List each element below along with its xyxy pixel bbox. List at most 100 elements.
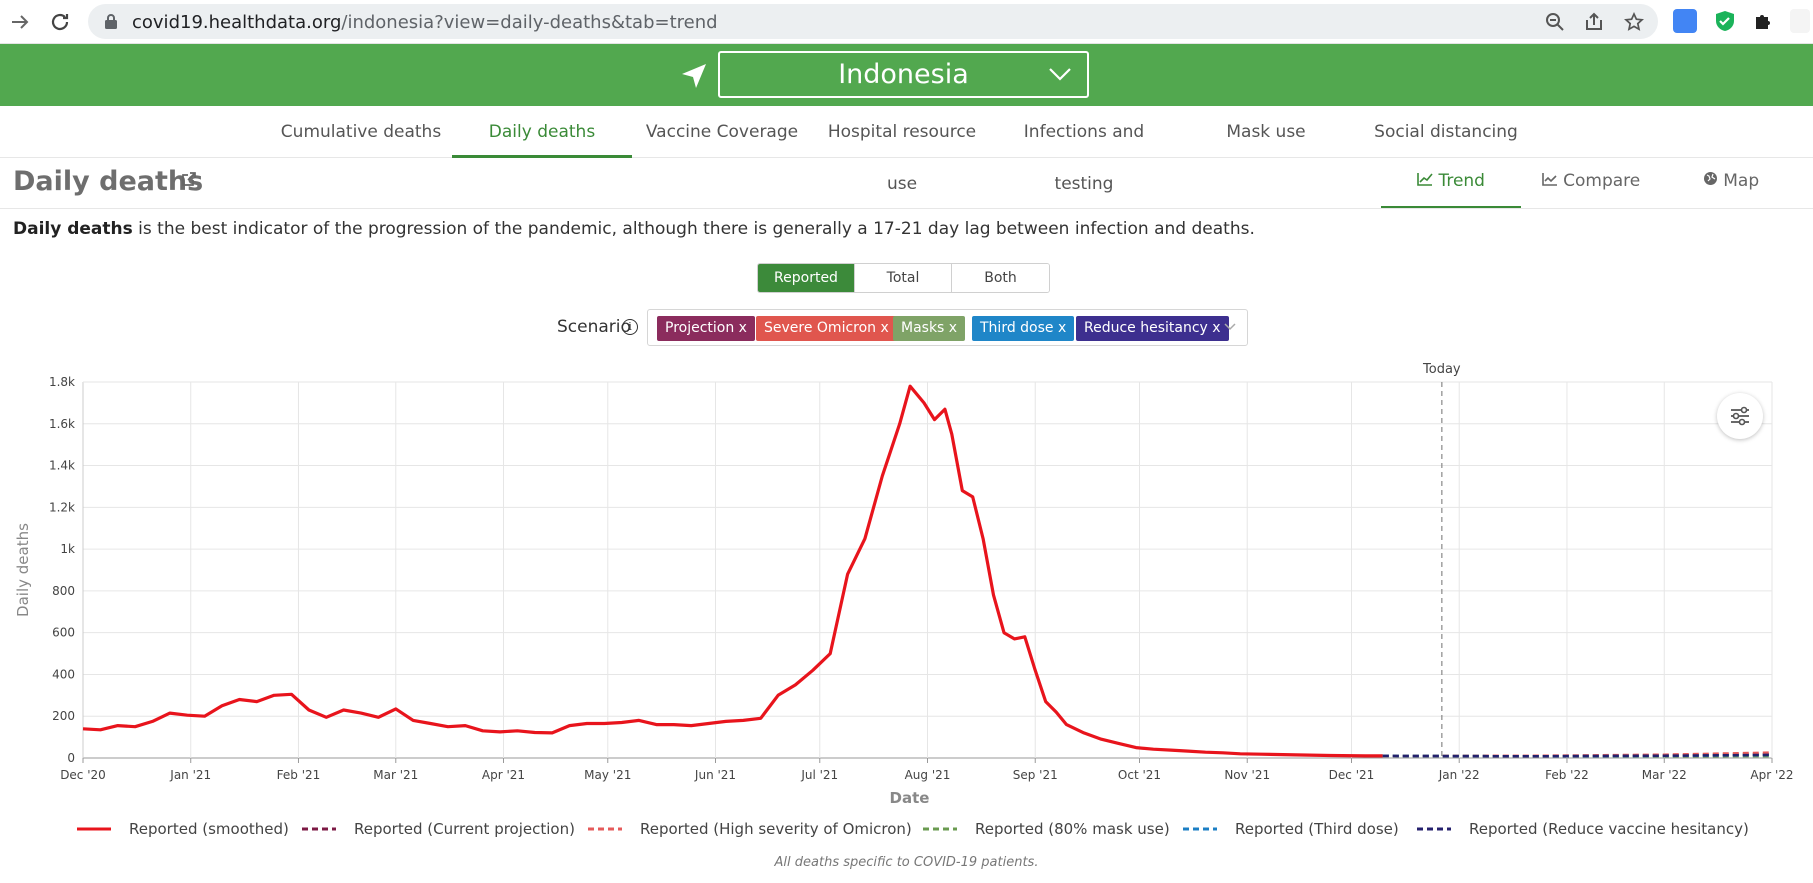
- x-tick-label: Dec '20: [60, 768, 106, 782]
- share-icon[interactable]: [1583, 12, 1605, 32]
- daily-deaths-chart: 0 200 400 600 800 1k 1.2k 1.4k 1.6k 1.8k Dec '20 Ja…: [14, 362, 1794, 838]
- x-tick-label: Aug '21: [905, 768, 951, 782]
- today-label: Today: [1422, 362, 1461, 377]
- line-chart-icon: [1417, 173, 1433, 186]
- y-tick-label: 1.6k: [49, 417, 75, 431]
- y-tick-label: 1.8k: [49, 375, 75, 389]
- view-tab-bar: Trend Compare Map: [1380, 160, 1813, 208]
- y-tick-label: 1.2k: [49, 500, 75, 514]
- x-axis-label: Date: [890, 789, 930, 807]
- tab-social-distancing[interactable]: Social distancing: [1374, 122, 1518, 142]
- tab-mask-use[interactable]: Mask use: [1226, 122, 1306, 142]
- tab-daily-deaths[interactable]: Daily deaths: [452, 106, 632, 158]
- legend-label: Reported (Reduce vaccine hesitancy): [1469, 820, 1749, 838]
- x-tick-label: Feb '22: [1545, 768, 1589, 782]
- chevron-down-icon: [1047, 53, 1073, 109]
- section-divider: [0, 208, 1813, 209]
- description-bold: Daily deaths: [13, 219, 133, 239]
- series-line-5: [1382, 753, 1773, 758]
- x-tick-label: Oct '21: [1118, 768, 1161, 782]
- main-tab-bar: Cumulative deaths Daily deaths Vaccine C…: [0, 106, 1813, 194]
- x-tick-label: Jan '22: [1438, 768, 1480, 782]
- url-path: /indonesia?view=daily-deaths&tab=trend: [341, 12, 718, 33]
- shield-extension-icon[interactable]: [1713, 9, 1737, 33]
- back-arrow-icon[interactable]: [8, 10, 32, 34]
- bookmark-star-icon[interactable]: [1623, 11, 1645, 32]
- series-line-0: [82, 384, 1383, 758]
- x-tick-label: Apr '21: [482, 768, 525, 782]
- compare-chart-icon: [1541, 173, 1557, 186]
- tab-trend-label: Trend: [1438, 171, 1485, 191]
- external-link-icon[interactable]: [181, 171, 197, 187]
- x-tick-label: May '21: [584, 768, 631, 782]
- sliders-icon: [1731, 406, 1749, 426]
- tab-compare[interactable]: Compare: [1521, 160, 1661, 208]
- chip-third-dose[interactable]: Third dose x: [972, 316, 1075, 341]
- tab-vaccine-coverage[interactable]: Vaccine Coverage: [645, 122, 799, 142]
- chart-series: [82, 384, 1773, 758]
- lock-icon: [105, 14, 117, 29]
- total-button[interactable]: Total: [855, 264, 952, 292]
- x-tick-label: Jul '21: [800, 768, 838, 782]
- country-name: Indonesia: [838, 59, 969, 90]
- tab-map[interactable]: Map: [1661, 160, 1801, 208]
- x-tick-label: Feb '21: [277, 768, 321, 782]
- country-header: Indonesia: [0, 44, 1813, 106]
- page-title: Daily deaths: [13, 166, 204, 197]
- both-button[interactable]: Both: [952, 264, 1049, 292]
- reported-button[interactable]: Reported: [758, 264, 855, 292]
- location-arrow-icon[interactable]: [680, 62, 708, 90]
- y-tick-label: 800: [52, 584, 75, 598]
- scenario-select[interactable]: Projection x Severe Omicron x Masks x Th…: [647, 309, 1248, 346]
- scenario-label: Scenario: [557, 317, 631, 337]
- chip-severe-omicron[interactable]: Severe Omicron x: [756, 316, 897, 341]
- puzzle-extension-icon[interactable]: [1752, 9, 1776, 33]
- y-tick-label: 0: [67, 751, 75, 765]
- legend-label: Reported (80% mask use): [975, 820, 1170, 838]
- translate-extension-icon[interactable]: [1673, 9, 1697, 33]
- tab-hospital-resource-use[interactable]: Hospital resource use: [827, 122, 977, 194]
- legend-label: Reported (High severity of Omicron): [640, 820, 912, 838]
- browser-toolbar: covid19.healthdata.org/indonesia?view=da…: [0, 0, 1813, 44]
- tab-cumulative-deaths[interactable]: Cumulative deaths: [280, 122, 442, 142]
- tab-compare-label: Compare: [1563, 171, 1641, 191]
- chip-reduce-hesitancy[interactable]: Reduce hesitancy x: [1076, 316, 1229, 341]
- chart-settings-button[interactable]: [1717, 393, 1763, 439]
- url-host: covid19.healthdata.org: [132, 12, 342, 33]
- x-tick-label: Apr '22: [1750, 768, 1793, 782]
- chart-footnote: All deaths specific to COVID-19 patients…: [774, 855, 1039, 870]
- measure-toggle: Reported Total Both: [757, 263, 1050, 293]
- y-tick-label: 200: [52, 709, 75, 723]
- y-axis-label: Daily deaths: [14, 523, 32, 617]
- legend-label: Reported (smoothed): [129, 820, 289, 838]
- y-tick-label: 600: [52, 626, 75, 640]
- zoom-icon[interactable]: [1544, 12, 1566, 32]
- description-text: is the best indicator of the progression…: [132, 219, 1255, 239]
- globe-icon: [1703, 172, 1717, 185]
- x-tick-label: Dec '21: [1329, 768, 1375, 782]
- chevron-down-icon: [1223, 319, 1237, 333]
- description: Daily deaths is the best indicator of th…: [13, 219, 1255, 239]
- x-tick-label: Nov '21: [1224, 768, 1270, 782]
- tab-infections-and-testing[interactable]: Infections and testing: [1023, 122, 1145, 194]
- tab-map-label: Map: [1723, 171, 1760, 191]
- x-tick-label: Sep '21: [1013, 768, 1058, 782]
- chip-masks[interactable]: Masks x: [893, 316, 966, 341]
- tab-trend[interactable]: Trend: [1381, 160, 1521, 208]
- x-tick-label: Mar '22: [1642, 768, 1687, 782]
- x-tick-label: Mar '21: [373, 768, 418, 782]
- chart-axes: 0 200 400 600 800 1k 1.2k 1.4k 1.6k 1.8k Dec '20 Ja…: [49, 375, 1794, 782]
- y-tick-label: 1k: [60, 542, 75, 556]
- country-select[interactable]: Indonesia: [718, 51, 1089, 98]
- url-text: covid19.healthdata.org/indonesia?view=da…: [132, 12, 718, 33]
- chip-projection[interactable]: Projection x: [657, 316, 755, 341]
- info-icon[interactable]: i: [622, 319, 638, 335]
- reload-icon[interactable]: [48, 10, 72, 34]
- chart-legend: Reported (smoothed) Reported (Current pro…: [77, 820, 1749, 838]
- legend-label: Reported (Third dose): [1235, 820, 1399, 838]
- profile-extension-icon[interactable]: [1790, 9, 1810, 33]
- x-tick-label: Jun '21: [694, 768, 736, 782]
- chart-grid: [82, 381, 1773, 759]
- y-tick-label: 1.4k: [49, 459, 75, 473]
- address-bar[interactable]: covid19.healthdata.org/indonesia?view=da…: [88, 4, 1658, 39]
